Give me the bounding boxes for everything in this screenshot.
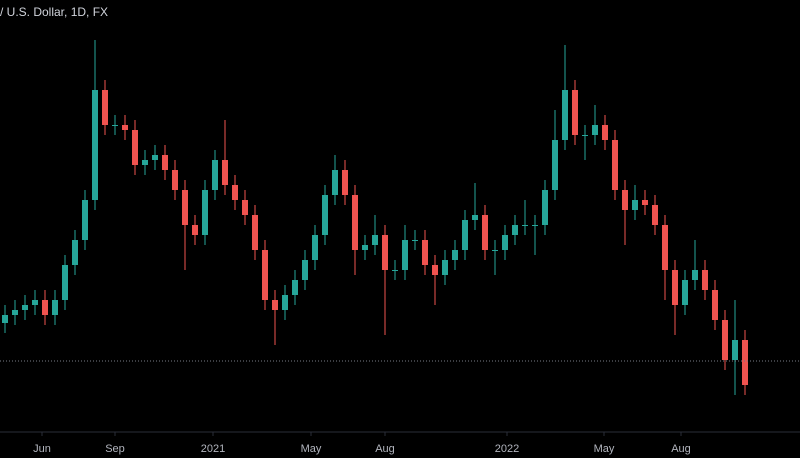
candle-body — [622, 190, 628, 210]
candle-body — [312, 235, 318, 260]
candle-body — [362, 245, 368, 250]
candle-body — [742, 340, 748, 385]
candle-body — [322, 195, 328, 235]
candle-body — [602, 125, 608, 140]
x-tick-label: Aug — [671, 443, 691, 455]
candle-body — [162, 155, 168, 170]
candle-body — [502, 235, 508, 250]
candle-body — [332, 170, 338, 195]
candle-body — [612, 140, 618, 190]
candle-body — [22, 305, 28, 310]
x-tick-label: Sep — [105, 443, 125, 455]
candle-body — [12, 310, 18, 315]
candle-body — [82, 200, 88, 240]
candle-body — [372, 235, 378, 245]
candle-body — [392, 270, 398, 271]
candle-body — [682, 280, 688, 305]
x-tick-label: May — [594, 443, 615, 455]
candle-body — [212, 160, 218, 190]
candle-body — [102, 90, 108, 125]
candle-body — [472, 215, 478, 220]
candle-body — [542, 190, 548, 225]
candle-body — [252, 215, 258, 250]
candle-body — [292, 280, 298, 295]
candle-body — [632, 200, 638, 210]
candle-body — [532, 225, 538, 226]
candle-body — [142, 160, 148, 165]
candle-body — [382, 235, 388, 270]
candle-body — [132, 130, 138, 165]
candle-body — [32, 300, 38, 305]
candle-body — [112, 125, 118, 126]
candle-body — [692, 270, 698, 280]
candle-body — [202, 190, 208, 235]
x-tick-label: 2021 — [201, 443, 225, 455]
candle-body — [62, 265, 68, 300]
x-tick-label: Aug — [375, 443, 395, 455]
candle-body — [482, 215, 488, 250]
candle-body — [512, 225, 518, 235]
candle-body — [642, 200, 648, 205]
candle-body — [552, 140, 558, 190]
candle-body — [442, 260, 448, 275]
candle-body — [222, 160, 228, 185]
candle-body — [192, 225, 198, 235]
x-tick-label: May — [301, 443, 322, 455]
candle-body — [262, 250, 268, 300]
candle-body — [702, 270, 708, 290]
candle-body — [172, 170, 178, 190]
candle-body — [422, 240, 428, 265]
chart-title: / U.S. Dollar, 1D, FX — [0, 5, 108, 19]
candle-body — [432, 265, 438, 275]
candle-body — [122, 125, 128, 130]
candle-body — [662, 225, 668, 270]
candle-body — [712, 290, 718, 320]
candle-body — [52, 300, 58, 315]
candle-body — [2, 315, 8, 323]
candle-body — [452, 250, 458, 260]
candle-body — [72, 240, 78, 265]
candle-body — [232, 185, 238, 200]
candle-body — [562, 90, 568, 140]
candle-body — [652, 205, 658, 225]
candle-body — [522, 225, 528, 226]
candle-body — [282, 295, 288, 310]
candle-body — [722, 320, 728, 360]
candle-body — [182, 190, 188, 225]
candle-body — [242, 200, 248, 215]
candle-body — [152, 155, 158, 160]
candle-body — [592, 125, 598, 135]
x-tick-label: 2022 — [495, 443, 519, 455]
candle-body — [402, 240, 408, 270]
candle-body — [272, 300, 278, 310]
candle-body — [352, 195, 358, 250]
candle-body — [672, 270, 678, 305]
candle-body — [492, 250, 498, 251]
candle-body — [462, 220, 468, 250]
x-tick-label: Jun — [33, 443, 51, 455]
candle-body — [412, 240, 418, 241]
candle-body — [582, 135, 588, 136]
candle-body — [92, 90, 98, 200]
candle-body — [732, 340, 738, 360]
candle-body — [572, 90, 578, 135]
candle-body — [42, 300, 48, 315]
candle-body — [302, 260, 308, 280]
candle-body — [342, 170, 348, 195]
